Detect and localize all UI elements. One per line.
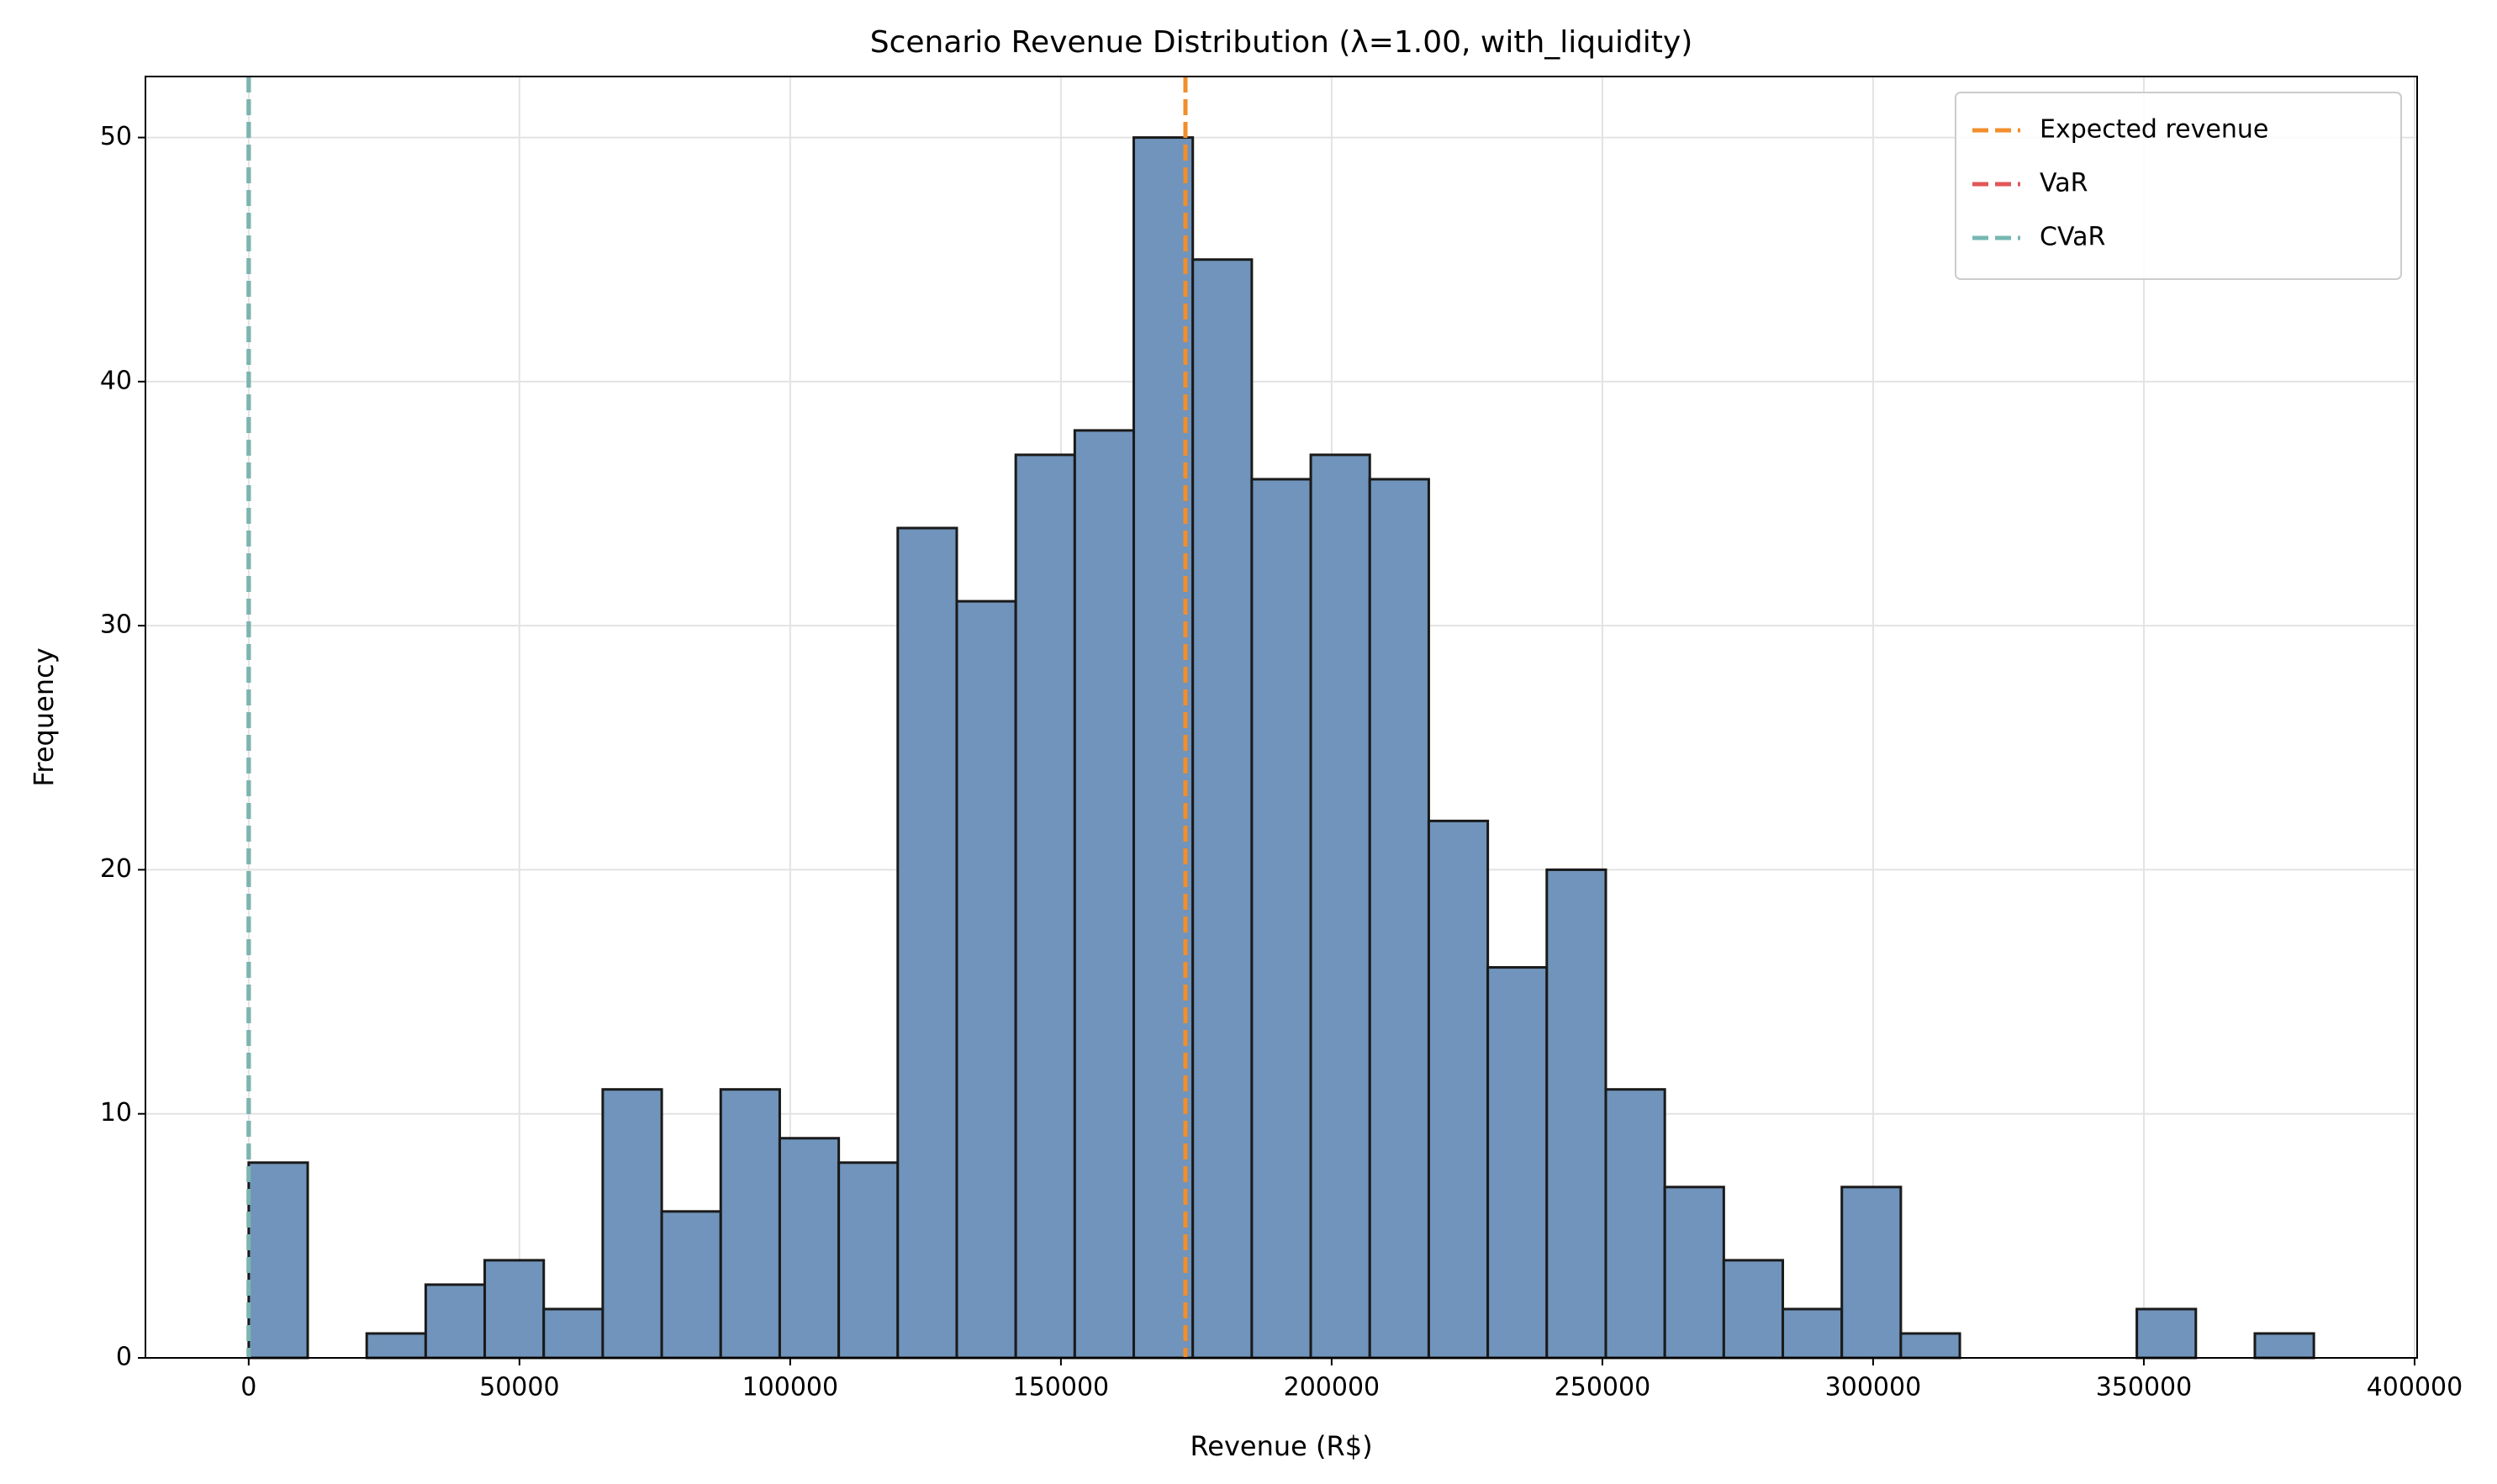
plot-frame: [145, 76, 2418, 1359]
histogram-bar: [660, 1210, 722, 1360]
histogram-bar: [1014, 453, 1076, 1360]
chart-title: Scenario Revenue Distribution (λ=1.00, w…: [870, 25, 1693, 60]
histogram-bar: [2253, 1332, 2315, 1360]
y-tick-label: 30: [100, 610, 132, 640]
legend-box: [1955, 92, 2402, 280]
histogram-bar: [542, 1307, 604, 1360]
histogram-bar: [1782, 1307, 1844, 1360]
y-tick-label: 50: [100, 122, 132, 151]
histogram-bar: [483, 1259, 546, 1360]
x-tick-label: 200000: [1284, 1373, 1380, 1402]
x-tick-label: 400000: [2367, 1373, 2463, 1402]
x-tick-label: 300000: [1825, 1373, 1922, 1402]
histogram-bar: [1250, 478, 1312, 1360]
x-axis-label: Revenue (R$): [1190, 1430, 1372, 1462]
histogram-bar: [1368, 478, 1430, 1360]
y-tick-label: 20: [100, 854, 132, 884]
histogram-bar: [1309, 453, 1371, 1360]
histogram-bar: [719, 1088, 781, 1360]
histogram-bar: [1604, 1088, 1666, 1360]
x-tick-label: 150000: [1013, 1373, 1110, 1402]
histogram-bar: [778, 1137, 841, 1360]
x-tick-label: 0: [240, 1373, 256, 1402]
histogram-bar: [955, 599, 1017, 1360]
histogram-bar: [2135, 1307, 2198, 1360]
legend: Expected revenue VaR CVaR: [1955, 92, 2402, 280]
histogram-bar: [1427, 819, 1490, 1360]
histogram-bar: [365, 1332, 427, 1360]
histogram-bar: [1663, 1186, 1725, 1360]
histogram-bar: [1840, 1186, 1903, 1360]
histogram-bar: [1486, 966, 1549, 1360]
histogram-bar: [1545, 868, 1607, 1360]
histogram-bar: [896, 526, 958, 1360]
x-tick-label: 50000: [479, 1373, 559, 1402]
x-tick-label: 100000: [742, 1373, 839, 1402]
histogram-bar: [601, 1088, 663, 1360]
legend-label: CVaR: [2040, 223, 2105, 252]
y-axis-label: Frequency: [28, 647, 60, 786]
histogram-bar: [1073, 429, 1136, 1360]
histogram-bar: [1899, 1332, 1961, 1360]
y-tick-label: 10: [100, 1098, 132, 1128]
x-tick-label: 250000: [1555, 1373, 1651, 1402]
y-tick-label: 0: [116, 1343, 132, 1372]
legend-label: Expected revenue: [2040, 115, 2268, 145]
histogram-bar: [1722, 1259, 1785, 1360]
histogram-bar: [1191, 258, 1254, 1360]
histogram-bar: [424, 1283, 487, 1360]
legend-label: VaR: [2040, 169, 2088, 198]
x-tick-label: 350000: [2096, 1373, 2193, 1402]
histogram-bar: [837, 1161, 900, 1360]
y-tick-label: 40: [100, 366, 132, 395]
histogram-bar: [247, 1161, 309, 1360]
